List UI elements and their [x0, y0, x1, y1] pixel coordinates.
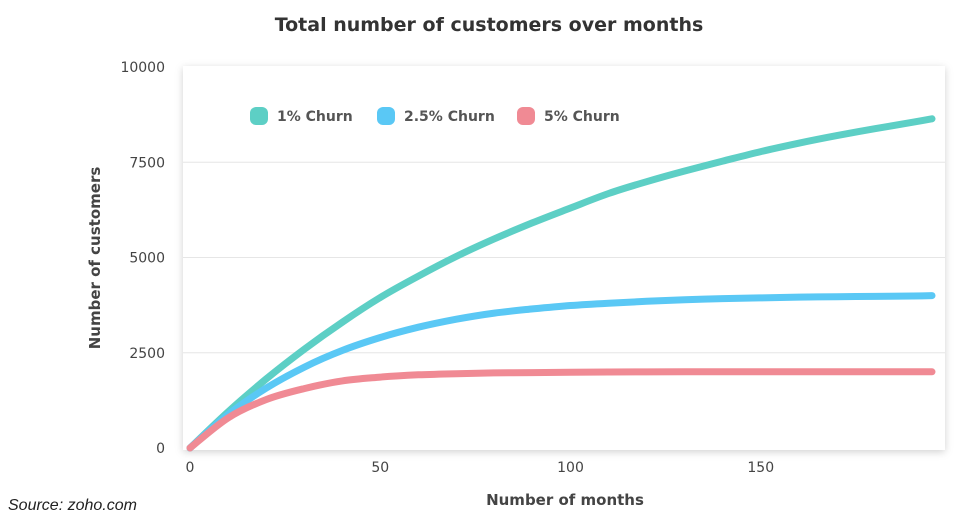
y-axis-ticks: 0 2500 5000 7500 10000: [120, 60, 165, 457]
legend-swatch: [517, 107, 535, 125]
legend-label: 1% Churn: [277, 109, 353, 125]
y-tick-label: 5000: [129, 251, 165, 267]
series-lines: [186, 115, 936, 452]
legend-swatch: [377, 107, 395, 125]
x-tick-label: 0: [186, 460, 195, 476]
y-tick-label: 10000: [120, 60, 165, 76]
x-tick-label: 150: [747, 460, 774, 476]
series-line-2: [186, 292, 936, 452]
x-axis-ticks: 0 50 100 150: [186, 460, 775, 476]
series-line-1: [186, 115, 936, 452]
source-note: Source: zoho.com: [8, 497, 137, 514]
grid: [183, 161, 945, 354]
legend-label: 2.5% Churn: [404, 109, 495, 125]
legend-swatch: [250, 107, 268, 125]
x-tick-label: 100: [557, 460, 584, 476]
legend-label: 5% Churn: [544, 109, 620, 125]
x-axis-title: Number of months: [486, 491, 644, 509]
y-tick-label: 7500: [129, 155, 165, 171]
y-axis-title: Number of customers: [86, 167, 104, 350]
x-tick-label: 50: [371, 460, 389, 476]
legend: 1% Churn 2.5% Churn 5% Churn: [250, 107, 620, 125]
chart-title: Total number of customers over months: [274, 14, 704, 36]
y-tick-label: 2500: [129, 346, 165, 362]
series-line-3: [186, 368, 936, 452]
y-tick-label: 0: [156, 441, 165, 457]
